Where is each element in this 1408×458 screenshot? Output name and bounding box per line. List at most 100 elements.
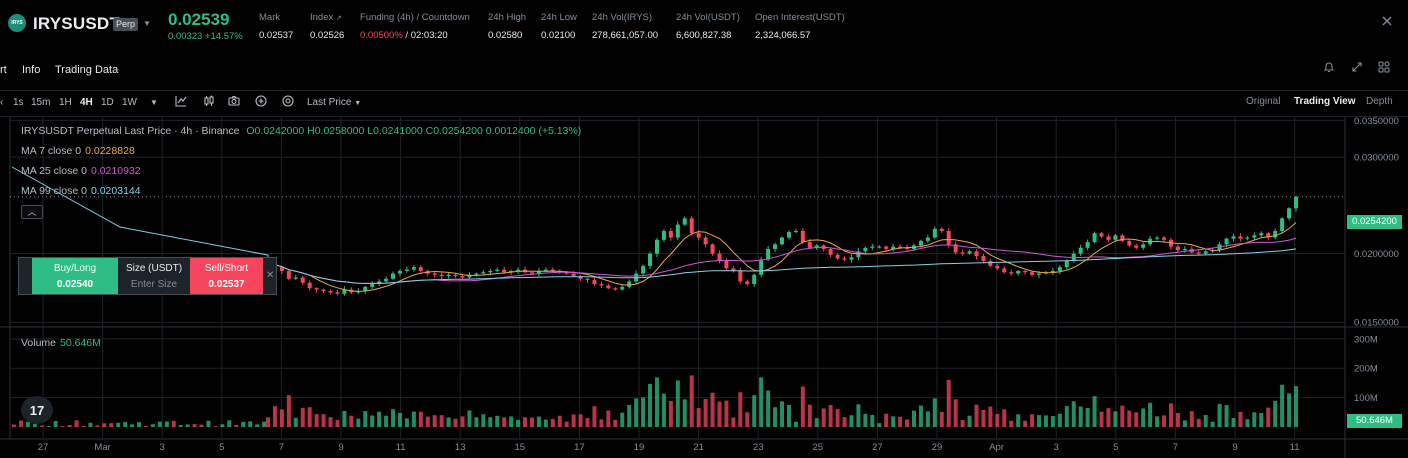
layout-grid-icon[interactable]: [1377, 60, 1391, 74]
ma25-line: [267, 237, 1297, 284]
volume-bar: [349, 415, 354, 427]
volume-bar: [773, 407, 778, 427]
candle-body: [717, 253, 722, 261]
volume-bar: [898, 416, 903, 427]
volume-bar: [1155, 416, 1160, 427]
volume-bar: [397, 412, 402, 427]
volume-bar: [1050, 416, 1055, 427]
candle-body: [286, 270, 291, 279]
timeframe-1d[interactable]: 1D: [101, 97, 114, 108]
candle-type-icon[interactable]: [202, 94, 216, 108]
volume-bar: [1294, 386, 1298, 427]
candle-body: [891, 246, 896, 249]
view-depth[interactable]: Depth: [1366, 96, 1393, 107]
timeframe-prev[interactable]: ‹: [0, 97, 4, 108]
candle-body: [370, 284, 375, 287]
buy-long-button[interactable]: Buy/Long 0.02540: [32, 258, 118, 294]
volume-bar: [1280, 384, 1285, 427]
volume-bar: [102, 423, 107, 427]
price-type-select[interactable]: Last Price ▼: [307, 97, 362, 108]
tradingview-logo-icon[interactable]: 17: [21, 396, 53, 424]
stat-index[interactable]: Index ↗ 0.02526: [310, 12, 345, 41]
volume-bar: [516, 419, 521, 427]
candle-body: [988, 260, 993, 266]
time-tick-label: 9: [1232, 442, 1237, 453]
timeframe-4h[interactable]: 4H: [80, 97, 93, 108]
timeframe-1h[interactable]: 1H: [59, 97, 72, 108]
chart-legend-title: IRYSUSDT Perpetual Last Price · 4h · Bin…: [21, 125, 582, 137]
price-tick-label: 0.0150000: [1354, 318, 1399, 329]
size-input[interactable]: Size (USDT) Enter Size: [125, 263, 183, 290]
last-price: 0.02539: [168, 10, 230, 29]
candle-body: [377, 281, 382, 285]
volume-bar: [314, 414, 319, 427]
trade-panel-close-icon[interactable]: ✕: [266, 270, 275, 281]
candle-body: [342, 289, 347, 294]
candle-body: [814, 245, 819, 248]
candle-body: [1141, 244, 1146, 248]
candle-body: [488, 270, 493, 273]
timeframe-1s[interactable]: 1s: [13, 97, 24, 108]
coin-logo-icon: IRYS: [8, 14, 26, 32]
volume-bar: [1106, 408, 1111, 427]
price-tick-label: 0.0300000: [1354, 153, 1399, 164]
tab-chart[interactable]: rt: [0, 64, 7, 76]
indicator-icon[interactable]: [174, 94, 188, 108]
candle-body: [467, 274, 472, 278]
candle-body: [516, 269, 521, 271]
stat-open-interest: Open Interest(USDT) 2,324,066.57: [755, 12, 845, 41]
volume-bar: [206, 420, 211, 427]
candle-body: [974, 251, 979, 257]
timeframe-1w[interactable]: 1W: [122, 97, 137, 108]
tab-info[interactable]: Info: [22, 64, 41, 76]
candle-body: [564, 272, 569, 274]
volume-bar: [793, 421, 798, 427]
price-tick-label: 0.0350000: [1354, 117, 1399, 127]
add-circle-icon[interactable]: [254, 94, 268, 108]
candle-body: [474, 273, 479, 275]
sell-short-button[interactable]: Sell/Short 0.02537: [190, 258, 263, 294]
settings-icon[interactable]: [281, 94, 295, 108]
volume-bar: [95, 425, 100, 427]
more-icon[interactable]: [1380, 14, 1394, 28]
volume-bar: [1231, 418, 1236, 427]
volume-tick-label: 100M: [1354, 393, 1378, 404]
time-tick-label: 7: [1173, 442, 1178, 453]
view-trading-view[interactable]: Trading View: [1294, 96, 1356, 107]
current-price-tag: 0.0254200: [1347, 215, 1402, 229]
candle-body: [363, 286, 368, 291]
volume-bar: [32, 423, 37, 427]
candle-body: [592, 280, 597, 285]
volume-bar: [488, 417, 493, 427]
symbol-dropdown-icon[interactable]: ▼: [143, 19, 151, 28]
volume-bar: [1037, 415, 1041, 427]
time-tick-label: 13: [455, 442, 466, 453]
volume-bar: [911, 410, 916, 427]
candle-body: [328, 290, 333, 293]
stat-24h-low: 24h Low 0.02100: [541, 12, 577, 41]
candlestick-chart[interactable]: 0.0350000 0.0300000 0.0200000 0.0150000 300M…: [0, 117, 1408, 458]
candle-body: [543, 269, 548, 271]
volume-bar: [460, 416, 465, 427]
volume-bar: [391, 409, 396, 427]
candle-body: [870, 246, 875, 248]
candle-body: [1064, 260, 1069, 268]
view-original[interactable]: Original: [1246, 96, 1281, 107]
volume-bar: [1203, 414, 1208, 427]
symbol-name[interactable]: IRYSUSDT: [33, 14, 120, 33]
timeframe-dropdown-icon[interactable]: ▼: [150, 98, 158, 107]
stat-24h-vol-irys: 24h Vol(IRYS) 278,661,057.00: [592, 12, 659, 41]
time-tick-label: 9: [338, 442, 343, 453]
volume-value-tag: 50.646M: [1347, 414, 1402, 428]
bell-icon[interactable]: [1322, 60, 1336, 74]
legend-collapse-button[interactable]: ︿: [21, 205, 43, 219]
camera-icon[interactable]: [227, 94, 241, 108]
volume-bar: [1120, 405, 1125, 427]
volume-bar: [967, 415, 972, 427]
timeframe-15m[interactable]: 15m: [31, 97, 51, 108]
volume-bar: [828, 405, 833, 427]
volume-bar: [1009, 420, 1014, 427]
fullscreen-icon[interactable]: [1350, 60, 1364, 74]
tab-trading-data[interactable]: Trading Data: [55, 64, 119, 76]
volume-bar: [363, 411, 368, 427]
